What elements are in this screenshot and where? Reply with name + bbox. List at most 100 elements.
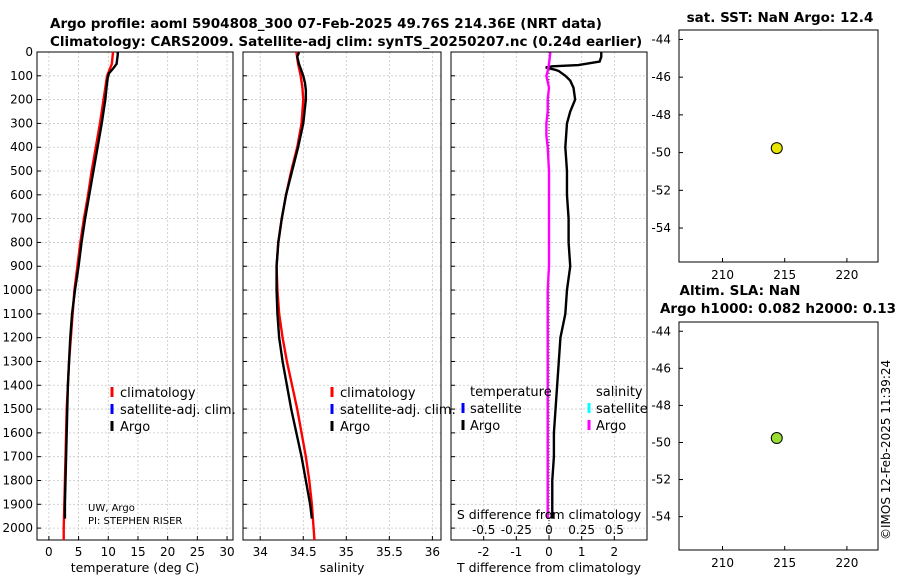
credit-line1: UW, Argo: [88, 503, 135, 514]
x-tick-label: 34: [253, 545, 268, 559]
y-tick-label: 500: [10, 164, 33, 178]
x-tick-label: 2: [611, 545, 619, 559]
x-tick-label: 10: [101, 545, 116, 559]
y-tick-label: -50: [651, 146, 671, 160]
x-axis-label: T difference from climatology: [456, 560, 642, 575]
credit-line2: PI: STEPHEN RISER: [88, 516, 182, 527]
y-tick-label: 800: [10, 235, 33, 249]
y-tick-label: 1000: [2, 283, 33, 297]
x-tick-label: 15: [130, 545, 145, 559]
legend-label: satellite-adj. clim.: [340, 403, 456, 418]
legend-label: satellite-adj. clim.: [120, 403, 236, 418]
x-top-tick-label: 0.5: [605, 523, 624, 537]
y-tick-label: 1900: [2, 497, 33, 511]
x-tick-label: 35: [339, 545, 354, 559]
y-tick-label: 300: [10, 116, 33, 130]
x-tick-label: 20: [160, 545, 175, 559]
y-tick-label: -48: [651, 108, 671, 122]
x-axis-label: salinity: [320, 560, 365, 575]
sla-map-panel: 210 215 220 -44 -46 -48 -50 -52 -54: [651, 321, 879, 570]
x-tick-label: 220: [835, 268, 858, 282]
legend-label: satellite: [596, 402, 648, 417]
legend-label: climatology: [120, 386, 196, 401]
legend-label: satellite: [470, 402, 522, 417]
sst-map-title: sat. SST: NaN Argo: 12.4: [687, 10, 874, 26]
temperature-panel: 0 5 10 15 20 25 300100200300400500600700800900…: [2, 45, 235, 575]
legend-label: climatology: [340, 386, 416, 401]
x-tick-label: 215: [773, 556, 796, 570]
map-frame: [678, 29, 879, 263]
legend-label: Argo: [596, 419, 626, 434]
legend-title-salinity: salinity: [596, 385, 643, 400]
y-tick-label: 900: [10, 259, 33, 273]
y-tick-label: 1200: [2, 331, 33, 345]
figure-title-line1: Argo profile: aoml 5904808_300 07-Feb-20…: [50, 16, 602, 32]
plot-frame: [242, 51, 442, 541]
y-tick-label: 700: [10, 212, 33, 226]
y-tick-label: -44: [651, 32, 671, 46]
y-tick-label: 1100: [2, 307, 33, 321]
x-top-tick-label: -0.25: [501, 523, 532, 537]
figure-title-line2: Climatology: CARS2009. Satellite-adj cli…: [50, 34, 642, 50]
climatology-line: [275, 51, 316, 541]
legend-label: Argo: [340, 420, 370, 435]
salinity-panel: 34 34.5 35 35.5 36 salinity climatology satelli…: [242, 51, 456, 575]
y-tick-label: -46: [651, 361, 671, 375]
y-tick-label: 1300: [2, 354, 33, 368]
y-tick-label: -48: [651, 398, 671, 412]
y-tick-label: 2000: [2, 521, 33, 535]
t-diff-argo-line: [545, 52, 603, 519]
s-diff-argo-line: [545, 52, 552, 519]
y-tick-label: 1600: [2, 426, 33, 440]
sla-map-title-line2: Argo h1000: 0.082 h2000: 0.13: [660, 301, 896, 317]
climatology-line: [62, 51, 115, 540]
x-tick-label: -2: [478, 545, 490, 559]
y-tick-label: -54: [651, 221, 671, 235]
y-tick-label: 100: [10, 69, 33, 83]
map-frame: [678, 321, 879, 551]
y-tick-label: -50: [651, 435, 671, 449]
legend-label: Argo: [120, 420, 150, 435]
y-tick-label: -52: [651, 473, 671, 487]
x-axis-label: temperature (deg C): [71, 560, 200, 575]
x-tick-label: 0: [545, 545, 553, 559]
x-axis-label-top: S difference from climatology: [457, 507, 642, 522]
argo-line: [275, 52, 314, 519]
legend-label: Argo: [470, 419, 500, 434]
y-tick-label: 1700: [2, 450, 33, 464]
plot-frame: [36, 51, 234, 541]
x-tick-label: -1: [510, 545, 522, 559]
y-tick-label: -44: [651, 324, 671, 338]
x-tick-label: 34.5: [290, 545, 317, 559]
y-tick-label: 400: [10, 140, 33, 154]
x-tick-label: 25: [190, 545, 205, 559]
y-tick-label: 1500: [2, 402, 33, 416]
y-tick-label: -54: [651, 510, 671, 524]
y-tick-label: -46: [651, 70, 671, 84]
profile-location-marker: [770, 142, 783, 155]
x-tick-label: 36: [425, 545, 440, 559]
y-tick-label: 600: [10, 188, 33, 202]
x-tick-label: 220: [835, 556, 858, 570]
y-tick-label: 1800: [2, 473, 33, 487]
legend-title-temperature: temperature: [470, 385, 552, 400]
y-tick-label: 1400: [2, 378, 33, 392]
difference-panel: -2 -1 0 1 2T difference from climatology S di…: [450, 51, 648, 575]
x-tick-label: 30: [219, 545, 234, 559]
imos-timestamp: ©IMOS 12-Feb-2025 11:39:24: [879, 360, 893, 540]
x-tick-label: 215: [773, 268, 796, 282]
sst-map-panel: 210 215 220 -44 -46 -48 -50 -52 -54: [651, 29, 879, 282]
x-top-tick-label: 0: [545, 523, 553, 537]
y-tick-label: -52: [651, 183, 671, 197]
x-tick-label: 0: [45, 545, 53, 559]
x-tick-label: 35.5: [376, 545, 403, 559]
x-tick-label: 5: [75, 545, 83, 559]
x-top-tick-label: 0.25: [568, 523, 595, 537]
x-tick-label: 210: [711, 268, 734, 282]
sla-map-title-line1: Altim. SLA: NaN: [680, 283, 801, 299]
x-top-tick-label: -0.5: [472, 523, 495, 537]
y-tick-label: 0: [25, 45, 33, 59]
profile-location-marker: [770, 432, 783, 445]
x-tick-label: 210: [711, 556, 734, 570]
